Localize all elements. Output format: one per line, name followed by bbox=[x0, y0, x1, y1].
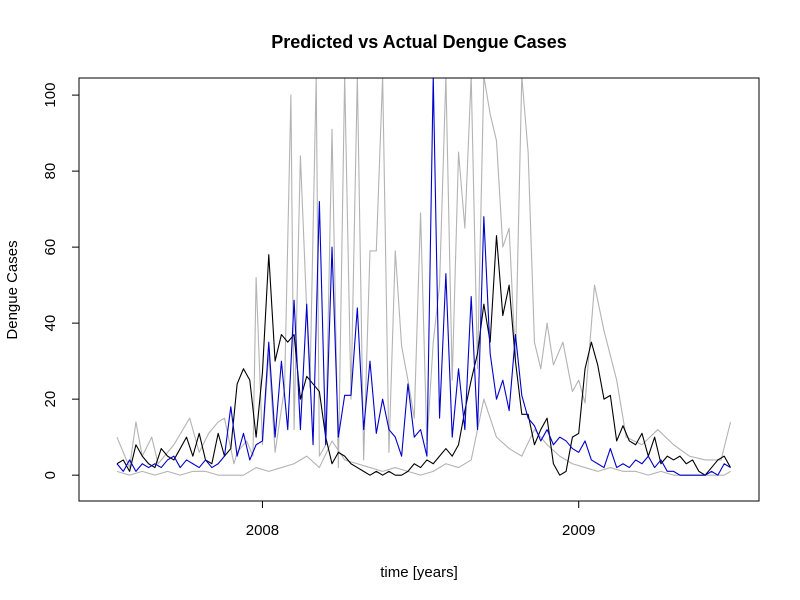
y-tick-label-0: 0 bbox=[42, 471, 59, 479]
y-axis: 0 20 40 60 80 100 bbox=[42, 83, 79, 479]
y-tick-label-20: 20 bbox=[42, 391, 59, 408]
series-line-1 bbox=[116, 78, 732, 469]
x-axis-label: time [years] bbox=[380, 564, 458, 581]
series-line-2 bbox=[116, 398, 731, 476]
y-axis-label: Dengue Cases bbox=[4, 240, 21, 339]
x-axis: 2008 2009 bbox=[246, 501, 595, 539]
x-tick-label-2009: 2009 bbox=[562, 522, 595, 539]
series-layer bbox=[116, 78, 732, 476]
series-line-4 bbox=[116, 78, 731, 476]
chart-title: Predicted vs Actual Dengue Cases bbox=[271, 32, 566, 52]
series-line-3 bbox=[116, 235, 732, 476]
plot-frame bbox=[78, 77, 760, 502]
x-tick-label-2008: 2008 bbox=[246, 522, 279, 539]
y-tick-label-100: 100 bbox=[42, 83, 59, 108]
y-tick-label-60: 60 bbox=[42, 239, 59, 256]
y-tick-label-80: 80 bbox=[42, 163, 59, 180]
y-tick-label-40: 40 bbox=[42, 315, 59, 332]
